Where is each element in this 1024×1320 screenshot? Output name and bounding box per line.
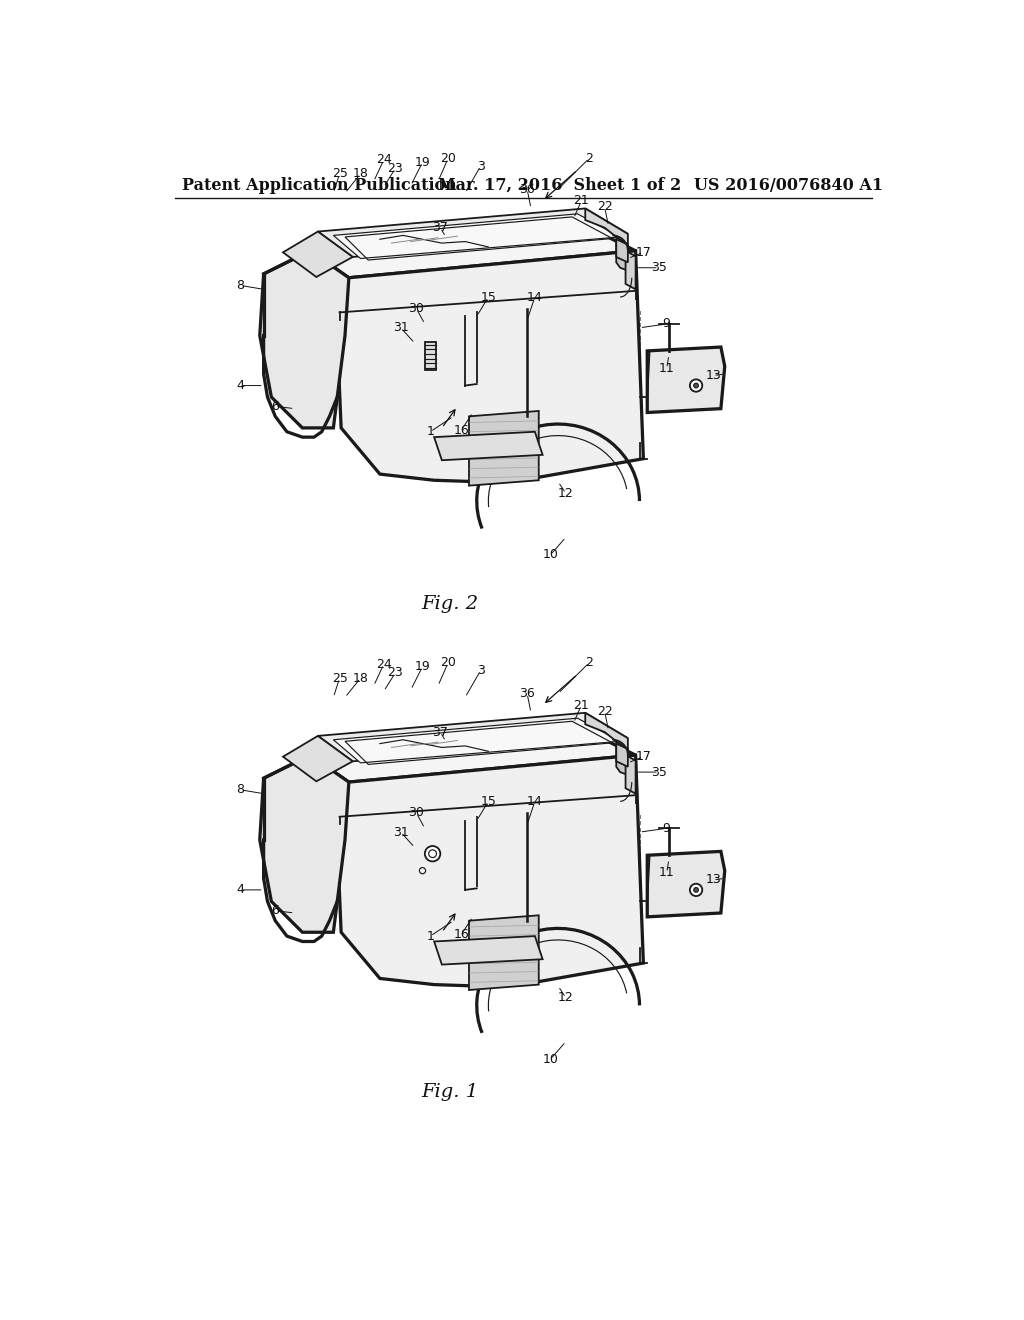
- Text: Fig. 1: Fig. 1: [421, 1082, 478, 1101]
- Polygon shape: [425, 342, 435, 370]
- Text: 2: 2: [585, 152, 593, 165]
- Text: 15: 15: [480, 290, 497, 304]
- Text: 10: 10: [543, 1053, 558, 1065]
- Polygon shape: [334, 718, 621, 763]
- Text: 12: 12: [558, 487, 573, 500]
- Polygon shape: [434, 432, 543, 461]
- Text: 3: 3: [477, 160, 484, 173]
- Text: 4: 4: [237, 883, 245, 896]
- Text: 24: 24: [376, 657, 391, 671]
- Polygon shape: [434, 936, 543, 965]
- Polygon shape: [310, 733, 636, 781]
- Text: Fig. 2: Fig. 2: [421, 595, 478, 614]
- Polygon shape: [586, 713, 628, 748]
- Text: 9: 9: [663, 317, 671, 330]
- Text: 23: 23: [387, 162, 403, 176]
- Polygon shape: [626, 251, 636, 289]
- Text: 35: 35: [651, 261, 667, 275]
- Circle shape: [693, 887, 698, 892]
- Text: 3: 3: [477, 664, 484, 677]
- Text: 12: 12: [558, 991, 573, 1005]
- Text: 16: 16: [454, 928, 469, 941]
- Polygon shape: [283, 231, 352, 277]
- Polygon shape: [647, 851, 725, 917]
- Text: 35: 35: [651, 766, 667, 779]
- Text: 6: 6: [271, 400, 280, 413]
- Polygon shape: [469, 915, 539, 990]
- Circle shape: [425, 846, 440, 862]
- Polygon shape: [616, 742, 632, 775]
- Text: Patent Application Publication: Patent Application Publication: [182, 177, 457, 194]
- Text: 8: 8: [237, 279, 245, 292]
- Polygon shape: [337, 755, 643, 986]
- Text: 18: 18: [352, 672, 369, 685]
- Text: 31: 31: [393, 825, 409, 838]
- Polygon shape: [310, 227, 636, 277]
- Polygon shape: [616, 743, 628, 767]
- Text: 23: 23: [387, 667, 403, 680]
- Polygon shape: [317, 713, 628, 762]
- Polygon shape: [260, 755, 349, 932]
- Text: 36: 36: [519, 182, 535, 195]
- Text: 25: 25: [332, 672, 347, 685]
- Text: 24: 24: [376, 153, 391, 166]
- Text: 14: 14: [527, 290, 543, 304]
- Text: 6: 6: [271, 904, 280, 917]
- Circle shape: [693, 383, 698, 388]
- Text: 20: 20: [440, 152, 456, 165]
- Polygon shape: [260, 251, 349, 428]
- Text: 18: 18: [352, 168, 369, 181]
- Text: 17: 17: [636, 246, 651, 259]
- Text: 19: 19: [415, 156, 430, 169]
- Text: 19: 19: [415, 660, 430, 673]
- Polygon shape: [334, 214, 621, 259]
- Polygon shape: [469, 411, 539, 486]
- Polygon shape: [616, 238, 632, 271]
- Text: 13: 13: [706, 874, 721, 887]
- Text: 16: 16: [454, 424, 469, 437]
- Text: 2: 2: [585, 656, 593, 669]
- Text: US 2016/0076840 A1: US 2016/0076840 A1: [693, 177, 883, 194]
- Polygon shape: [283, 737, 352, 781]
- Text: 37: 37: [432, 222, 449, 234]
- Text: 25: 25: [332, 168, 347, 181]
- Text: 9: 9: [663, 822, 671, 834]
- Polygon shape: [647, 347, 725, 412]
- Text: 11: 11: [658, 362, 675, 375]
- Text: 14: 14: [527, 795, 543, 808]
- Circle shape: [690, 884, 702, 896]
- Text: 30: 30: [409, 807, 424, 820]
- Polygon shape: [337, 251, 643, 482]
- Polygon shape: [317, 209, 628, 257]
- Text: 13: 13: [706, 370, 721, 381]
- Text: 1: 1: [426, 425, 434, 438]
- Text: 17: 17: [636, 750, 651, 763]
- Text: Mar. 17, 2016  Sheet 1 of 2: Mar. 17, 2016 Sheet 1 of 2: [438, 177, 681, 194]
- Text: 8: 8: [237, 783, 245, 796]
- Text: 15: 15: [480, 795, 497, 808]
- Text: 20: 20: [440, 656, 456, 669]
- Text: 30: 30: [409, 302, 424, 315]
- Text: 22: 22: [597, 705, 612, 718]
- Text: 10: 10: [543, 548, 558, 561]
- Text: 21: 21: [573, 194, 589, 207]
- Text: 1: 1: [426, 929, 434, 942]
- Polygon shape: [626, 755, 636, 793]
- Text: 4: 4: [237, 379, 245, 392]
- Text: 37: 37: [432, 726, 449, 739]
- Polygon shape: [586, 209, 628, 244]
- Text: 11: 11: [658, 866, 675, 879]
- Text: 21: 21: [573, 698, 589, 711]
- Circle shape: [690, 379, 702, 392]
- Text: 22: 22: [597, 201, 612, 214]
- Polygon shape: [616, 239, 628, 263]
- Text: 31: 31: [393, 321, 409, 334]
- Text: 36: 36: [519, 686, 535, 700]
